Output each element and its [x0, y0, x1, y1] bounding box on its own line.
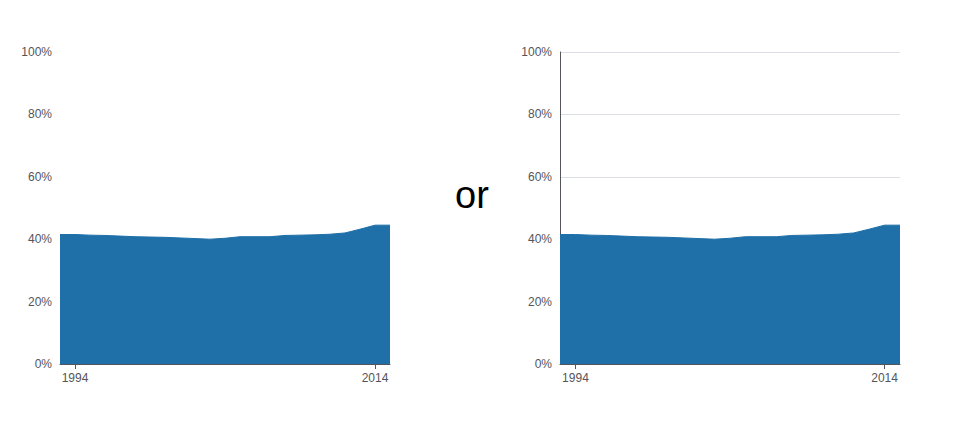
svg-text:60%: 60%: [528, 170, 552, 184]
svg-text:40%: 40%: [528, 232, 552, 246]
svg-text:80%: 80%: [28, 107, 52, 121]
svg-text:1994: 1994: [562, 371, 589, 385]
svg-text:100%: 100%: [521, 45, 552, 59]
svg-text:80%: 80%: [528, 107, 552, 121]
svg-text:20%: 20%: [528, 295, 552, 309]
svg-text:1994: 1994: [62, 371, 89, 385]
svg-text:2014: 2014: [362, 371, 389, 385]
svg-text:or: or: [455, 174, 489, 216]
svg-text:60%: 60%: [28, 170, 52, 184]
svg-text:2014: 2014: [871, 371, 898, 385]
svg-text:40%: 40%: [28, 232, 52, 246]
svg-text:100%: 100%: [21, 45, 52, 59]
svg-text:20%: 20%: [28, 295, 52, 309]
svg-text:0%: 0%: [35, 357, 53, 371]
svg-text:0%: 0%: [535, 357, 553, 371]
